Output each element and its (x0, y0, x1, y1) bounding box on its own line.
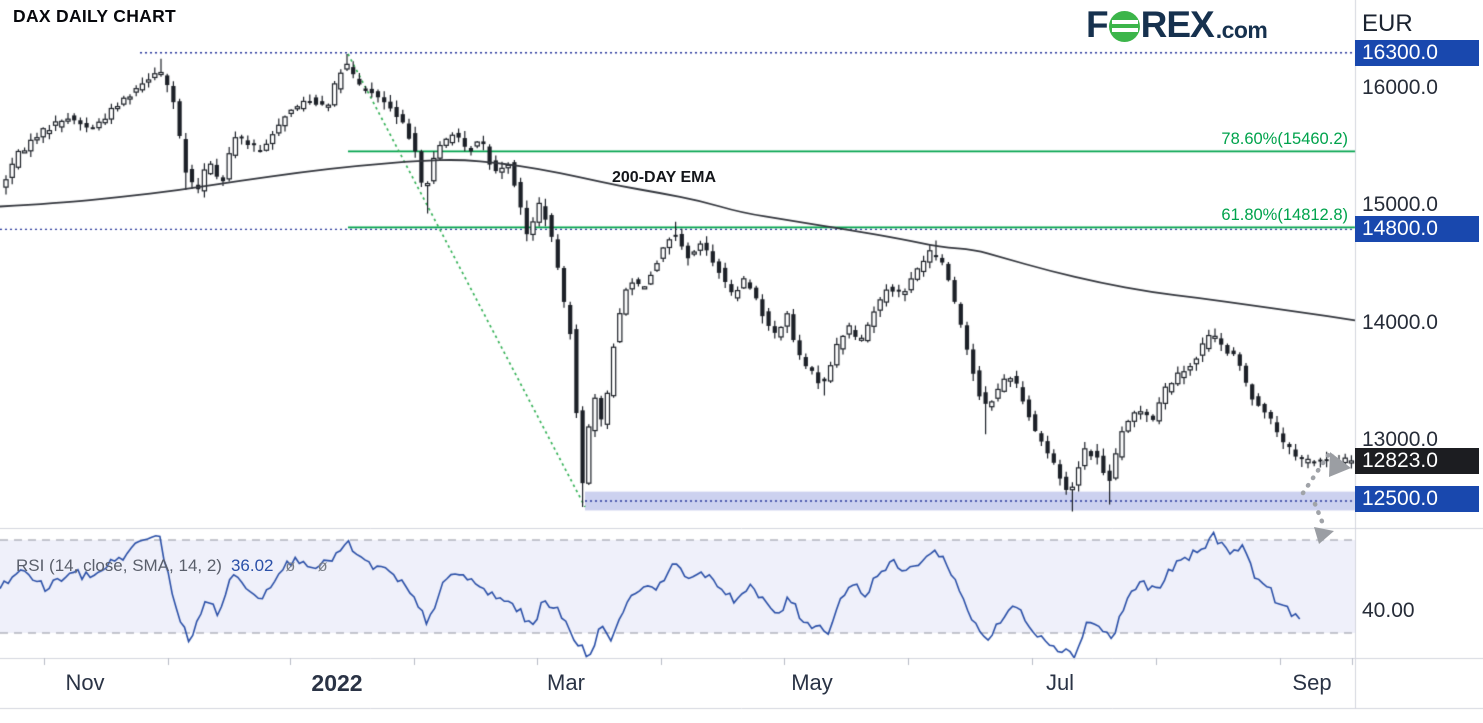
logo-text-rex: REX (1140, 4, 1215, 45)
logo-text-com: .com (1215, 16, 1268, 43)
time-axis-label-nov[interactable]: Nov (65, 670, 105, 695)
rsi-study-label: RSI (14, close, SMA, 14, 2) 36.02 ø ø (16, 556, 337, 576)
rsi-study-name: RSI (14, close, SMA, 14, 2) (16, 556, 222, 575)
price-axis-label-15000: 15000.0 (1362, 193, 1438, 217)
rsi-visibility-icons[interactable]: ø ø (285, 558, 337, 575)
price-axis-label-14000: 14000.0 (1362, 310, 1438, 334)
ema-label: 200-DAY EMA (612, 169, 717, 186)
forex-com-logo: F REX .com (1086, 4, 1268, 45)
time-axis-label-jul[interactable]: Jul (1045, 670, 1075, 695)
price-axis-label-12500: 12500.0 (1355, 485, 1479, 512)
time-axis-label-sep[interactable]: Sep (1292, 670, 1332, 695)
time-axis-label-may[interactable]: May (791, 670, 833, 695)
price-axis-label-16000: 16000.0 (1362, 76, 1438, 99)
time-axis-label-2022[interactable]: 2022 (311, 670, 363, 696)
currency-label: EUR (1362, 10, 1413, 37)
price-axis-label-16300: 16300.0 (1355, 39, 1479, 66)
price-axis-label-14800: 14800.0 (1355, 215, 1479, 242)
price-axis-label-12823: 12823.0 (1355, 447, 1479, 474)
logo-text-f: F (1086, 4, 1109, 45)
rsi-current-value: 36.02 (230, 556, 274, 575)
logo-euro-circle-icon (1108, 10, 1140, 42)
fib-label-61.8: 61.80%(14812.8) (1221, 206, 1348, 225)
price-axis-label-13000: 13000.0 (1362, 428, 1438, 451)
rsi-axis-label: 40.00 (1362, 598, 1415, 622)
time-axis-label-mar[interactable]: Mar (547, 670, 585, 695)
fib-label-78.6: 78.60%(15460.2) (1221, 130, 1348, 149)
page-title: DAX DAILY CHART (13, 6, 176, 26)
